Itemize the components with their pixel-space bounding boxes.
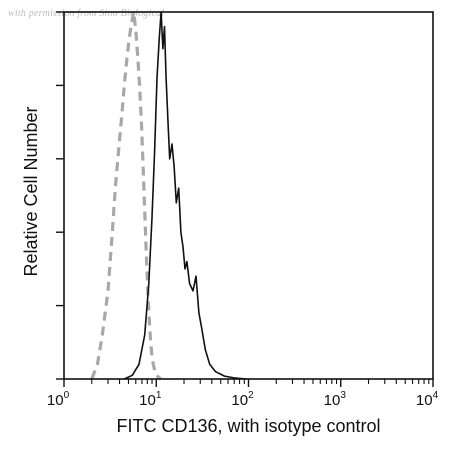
x-tick-label: 103 [324, 390, 347, 409]
cd136-series [123, 11, 247, 380]
x-tick-label: 101 [139, 390, 162, 409]
x-tick-label: 100 [47, 390, 70, 409]
tick-layer: 100 101 102 103 104 [47, 11, 439, 409]
series-layer [90, 10, 247, 381]
x-axis-title: FITC CD136, with isotype control [116, 416, 380, 436]
watermark-text: with permission from Sino Biological [8, 8, 165, 19]
isotype-control-series [90, 10, 162, 381]
y-axis-title: Relative Cell Number [21, 106, 41, 276]
plot-frame [63, 11, 434, 380]
x-tick-label: 102 [231, 390, 254, 409]
x-tick-label: 104 [416, 390, 439, 409]
